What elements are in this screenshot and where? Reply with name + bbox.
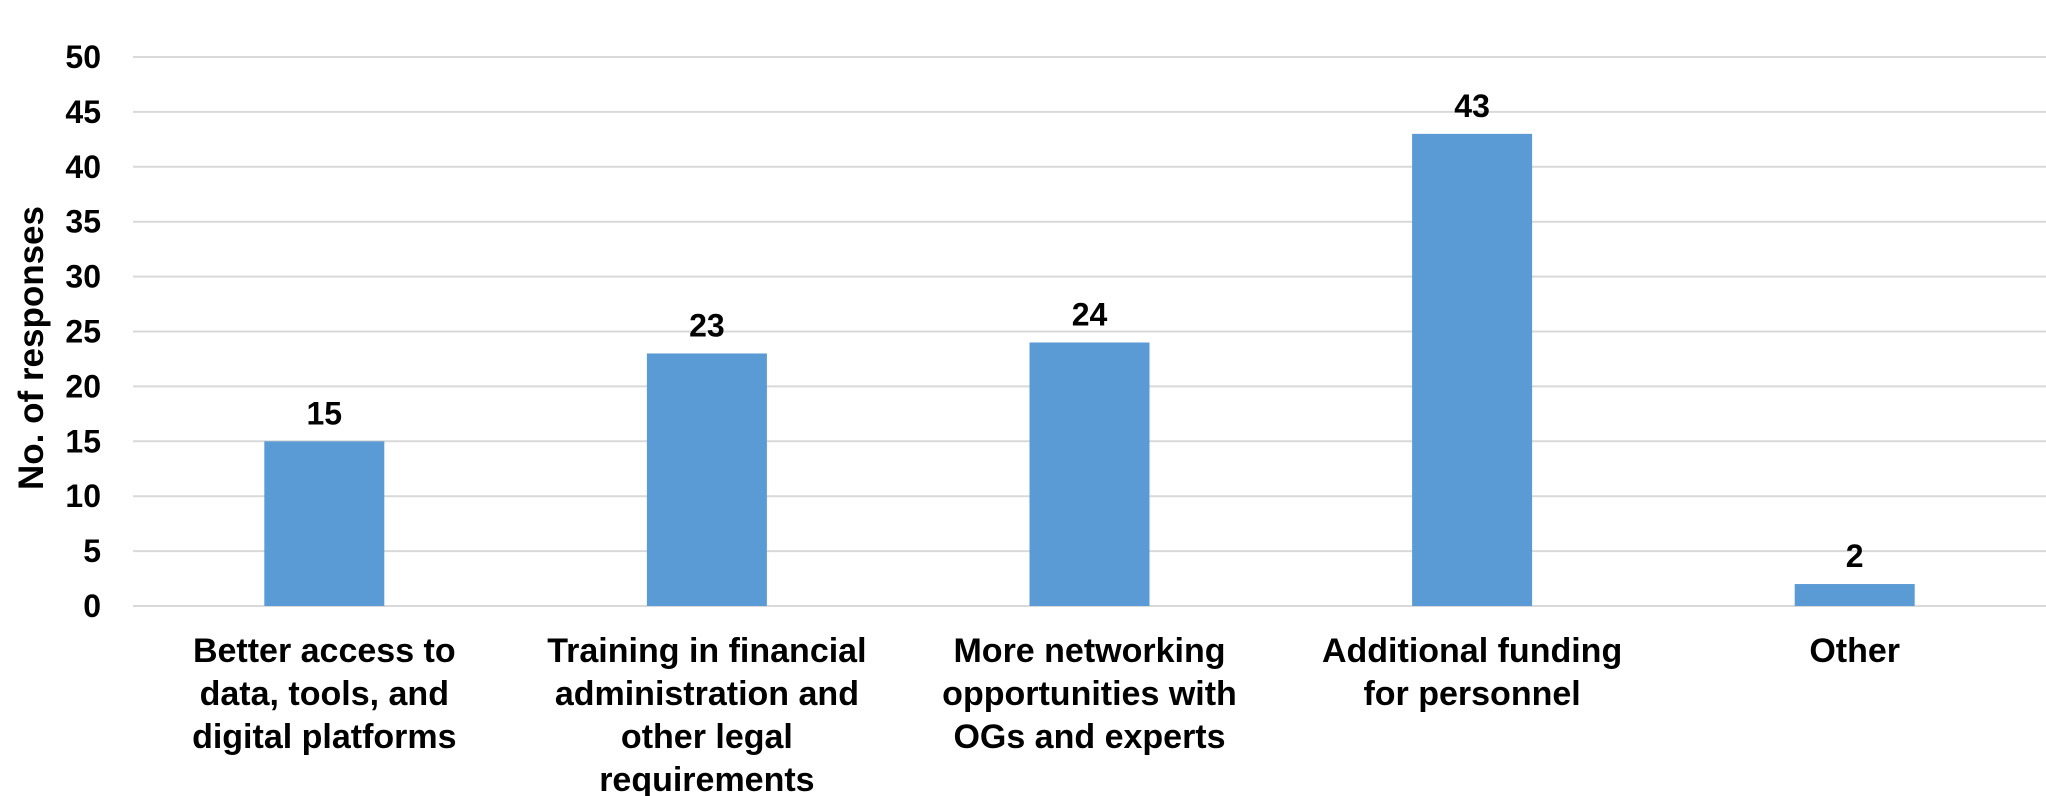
- y-tick-label-30: 30: [65, 259, 101, 295]
- bar-5: [1794, 584, 1915, 606]
- data-label-2: 23: [689, 307, 725, 343]
- y-tick-label-5: 5: [83, 533, 101, 569]
- data-label-4: 43: [1454, 88, 1490, 124]
- bars: [264, 133, 1915, 607]
- y-tick-label-10: 10: [65, 478, 101, 514]
- data-labels: 15 23 24 43 2: [307, 88, 1864, 574]
- bar-2: [646, 353, 767, 606]
- bar-4: [1412, 133, 1533, 607]
- y-tick-label-50: 50: [65, 39, 101, 75]
- data-label-1: 15: [307, 395, 343, 431]
- y-axis-title: No. of responses: [12, 206, 51, 490]
- y-tick-label-45: 45: [65, 94, 101, 130]
- y-tick-label-35: 35: [65, 204, 101, 240]
- y-tick-label-0: 0: [83, 588, 101, 624]
- data-label-3: 24: [1072, 296, 1108, 332]
- category-label-2: Training in financial administration and o…: [547, 632, 866, 796]
- x-axis-categories: Better access to data, tools, and digital …: [192, 632, 1900, 796]
- category-label-4: Additional funding for personnel: [1322, 632, 1622, 713]
- y-axis-ticks: 0 5 10 15 20 25 30 35 40 45 50: [65, 39, 101, 624]
- bar-3: [1029, 342, 1150, 606]
- y-tick-label-25: 25: [65, 314, 101, 350]
- y-tick-label-40: 40: [65, 149, 101, 185]
- y-tick-label-15: 15: [65, 423, 101, 459]
- data-label-5: 2: [1846, 538, 1864, 574]
- bar-1: [264, 441, 385, 606]
- category-label-3: More networking opportunities with OGs and…: [942, 632, 1237, 756]
- category-label-5: Other: [1809, 632, 1900, 670]
- category-label-1: Better access to data, tools, and digital …: [192, 632, 456, 756]
- y-tick-label-20: 20: [65, 368, 101, 404]
